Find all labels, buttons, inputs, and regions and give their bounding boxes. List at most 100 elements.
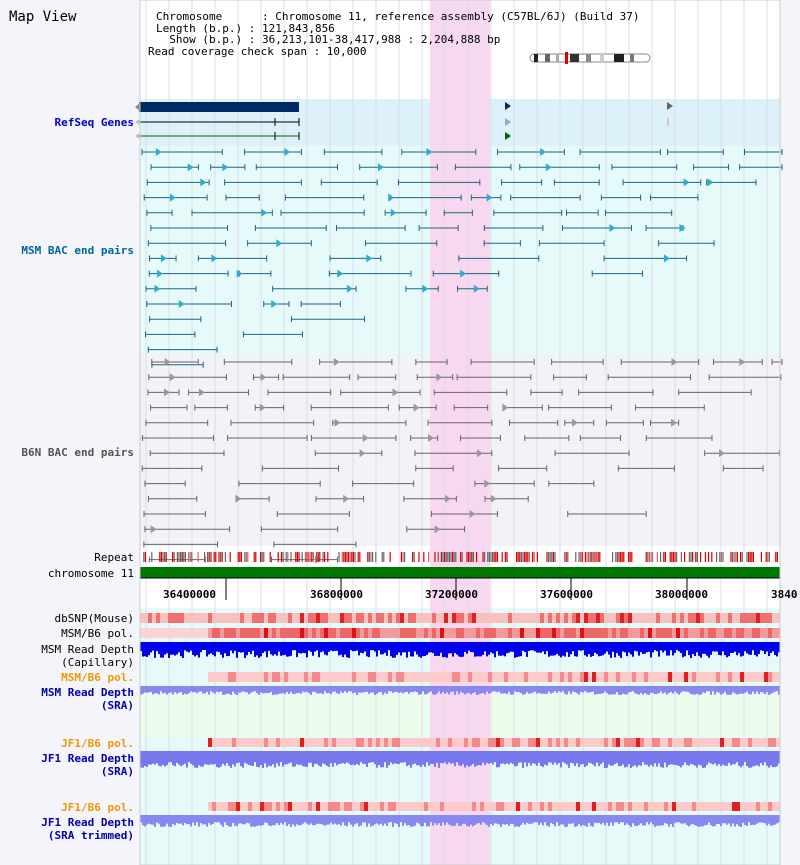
depth-bar — [280, 642, 282, 656]
depth-bar — [418, 642, 420, 657]
repeat-mark — [450, 552, 452, 562]
depth-bar — [268, 642, 270, 651]
depth-bar — [156, 642, 158, 652]
heat-cell — [504, 802, 508, 811]
depth-bar — [678, 642, 680, 652]
depth-bar — [558, 642, 560, 656]
depth-bar — [702, 686, 704, 693]
heat-cell — [312, 613, 316, 623]
depth-bar — [296, 686, 298, 694]
depth-bar — [216, 642, 218, 652]
depth-bar — [232, 642, 234, 654]
repeat-mark — [191, 552, 193, 562]
heat-cell — [716, 628, 720, 638]
heat-cell — [548, 802, 552, 811]
heat-cell — [392, 738, 396, 747]
heat-cell — [540, 802, 544, 811]
depth-bar — [278, 751, 280, 767]
repeat-mark — [469, 552, 471, 562]
heat-cell — [428, 672, 432, 682]
depth-bar — [586, 686, 588, 693]
depth-bar — [678, 686, 680, 695]
depth-bar — [388, 815, 390, 823]
depth-bar — [758, 686, 760, 695]
heat-cell — [272, 613, 276, 623]
heat-cell — [212, 738, 216, 747]
heat-cell — [640, 738, 644, 747]
heat-cell — [636, 672, 640, 682]
heat-cell — [548, 738, 552, 747]
heat-cell — [256, 672, 260, 682]
bac-arrow — [178, 300, 185, 308]
heat-cell — [460, 628, 464, 638]
depth-bar — [462, 686, 464, 693]
heat-cell — [156, 613, 160, 623]
depth-bar — [290, 751, 292, 763]
heat-cell — [776, 738, 780, 747]
heat-cell — [620, 672, 624, 682]
depth-bar — [320, 751, 322, 767]
depth-bar — [310, 815, 312, 824]
depth-bar — [494, 751, 496, 763]
depth-bar — [312, 751, 314, 767]
heat-cell — [412, 628, 416, 638]
heat-cell — [756, 738, 760, 747]
track-label-sra-trimmed: (SRA trimmed) — [47, 829, 134, 842]
depth-bar — [376, 751, 378, 768]
depth-bar — [224, 751, 226, 766]
heat-cell — [524, 802, 528, 811]
depth-bar — [192, 686, 194, 693]
depth-bar — [764, 686, 766, 695]
refseq-gene — [139, 102, 299, 112]
depth-bar — [184, 686, 186, 694]
depth-bar — [570, 686, 572, 694]
depth-bar — [764, 642, 766, 655]
depth-bar — [404, 751, 406, 763]
repeat-mark — [775, 552, 777, 562]
repeat-mark — [287, 552, 289, 562]
repeat-mark — [452, 552, 454, 562]
heat-cell — [580, 738, 584, 747]
depth-bar — [598, 642, 600, 657]
depth-bar — [728, 686, 730, 695]
heat-cell — [216, 628, 220, 638]
heat-cell — [176, 628, 180, 638]
track-label-msm-bac[interactable]: MSM BAC end pairs — [21, 244, 134, 257]
heat-cell — [492, 672, 496, 682]
depth-bar — [270, 815, 272, 827]
heat-cell — [676, 613, 680, 623]
depth-bar — [372, 642, 374, 651]
depth-bar — [142, 815, 144, 826]
heat-cell — [536, 672, 540, 682]
depth-bar — [316, 815, 318, 824]
depth-bar — [710, 642, 712, 655]
depth-bar — [732, 642, 734, 653]
heat-cell — [612, 613, 616, 623]
depth-bar — [508, 751, 510, 765]
depth-bar — [442, 815, 444, 823]
depth-bar — [250, 686, 252, 693]
depth-bar — [620, 751, 622, 766]
heat-cell — [516, 613, 520, 623]
repeat-mark — [372, 552, 374, 562]
depth-bar — [578, 815, 580, 824]
depth-bar — [408, 642, 410, 652]
depth-bar — [662, 815, 664, 826]
heat-cell — [644, 738, 648, 747]
repeat-mark — [295, 552, 297, 562]
depth-bar — [716, 751, 718, 766]
depth-bar — [186, 686, 188, 695]
depth-bar — [442, 686, 444, 693]
depth-bar — [542, 686, 544, 694]
depth-bar — [572, 815, 574, 824]
depth-bar — [512, 751, 514, 764]
depth-bar — [378, 751, 380, 765]
repeat-mark — [338, 552, 340, 562]
depth-bar — [744, 686, 746, 693]
depth-bar — [384, 815, 386, 824]
depth-bar — [238, 751, 240, 763]
track-label-refseq[interactable]: RefSeq Genes — [54, 116, 134, 129]
depth-bar — [208, 751, 210, 765]
track-label-b6n-bac[interactable]: B6N BAC end pairs — [21, 446, 134, 459]
